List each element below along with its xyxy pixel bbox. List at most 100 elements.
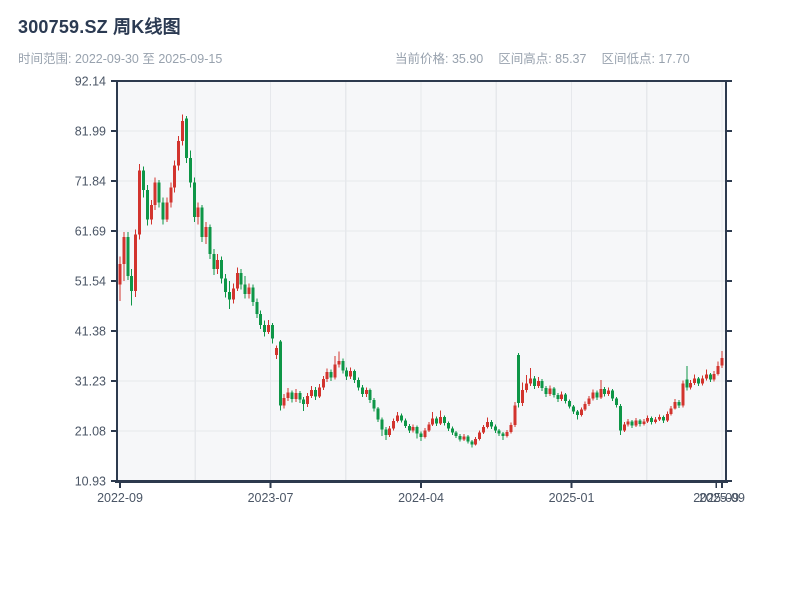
candle-body bbox=[599, 389, 603, 398]
candle-body bbox=[216, 259, 220, 269]
candle-body bbox=[310, 390, 314, 396]
candle bbox=[470, 439, 474, 448]
candle bbox=[525, 375, 529, 393]
candle-body bbox=[564, 394, 568, 401]
candle-body bbox=[372, 399, 376, 409]
candle-body bbox=[626, 421, 630, 425]
candle-body bbox=[685, 379, 689, 388]
y-axis-label: 61.69 bbox=[75, 224, 106, 238]
candle bbox=[212, 249, 216, 275]
candle bbox=[263, 320, 267, 337]
candle bbox=[122, 231, 126, 282]
candle bbox=[532, 376, 536, 390]
candle-body bbox=[646, 418, 650, 422]
candle-body bbox=[161, 202, 165, 220]
candle bbox=[282, 393, 286, 409]
candle-body bbox=[177, 140, 181, 166]
candle-body bbox=[716, 365, 720, 374]
candle bbox=[583, 401, 587, 412]
candle-body bbox=[556, 394, 560, 399]
candle-body bbox=[392, 421, 396, 429]
candle bbox=[169, 182, 173, 208]
candle bbox=[607, 387, 611, 396]
candle bbox=[446, 421, 450, 431]
candle-body bbox=[321, 379, 325, 388]
candle bbox=[267, 320, 271, 334]
candle bbox=[689, 380, 693, 390]
candle bbox=[513, 401, 517, 427]
range-low-label: 区间低点: 17.70 bbox=[601, 52, 690, 66]
candle-body bbox=[130, 276, 134, 292]
candle-body bbox=[376, 408, 380, 420]
candle-body bbox=[208, 226, 212, 255]
y-axis-label: 92.14 bbox=[75, 75, 106, 89]
candle bbox=[181, 114, 185, 146]
candle bbox=[720, 351, 724, 368]
candle-body bbox=[243, 284, 247, 294]
candle bbox=[349, 367, 353, 380]
candle bbox=[196, 202, 200, 225]
candle-body bbox=[364, 390, 368, 394]
candle bbox=[345, 367, 349, 381]
candle bbox=[697, 377, 701, 387]
candle-body bbox=[603, 389, 607, 394]
candle bbox=[611, 389, 615, 401]
candle-body bbox=[513, 405, 517, 425]
candle-body bbox=[290, 392, 294, 399]
candle bbox=[614, 396, 618, 408]
candle bbox=[634, 418, 638, 427]
candle-body bbox=[353, 370, 357, 381]
candle-body bbox=[302, 399, 306, 404]
candle-body bbox=[298, 392, 302, 400]
candle-body bbox=[517, 355, 521, 403]
candle-body bbox=[536, 381, 540, 387]
price-stats: 当前价格: 35.90 区间高点: 85.37 区间低点: 17.70 bbox=[395, 48, 690, 67]
candle-body bbox=[270, 325, 274, 339]
candle-body bbox=[200, 207, 204, 237]
candle-body bbox=[204, 226, 208, 237]
candle-body bbox=[595, 392, 599, 398]
candle bbox=[161, 197, 165, 225]
candle bbox=[149, 199, 153, 225]
candle-body bbox=[188, 158, 192, 183]
candle-body bbox=[568, 400, 572, 407]
candle bbox=[626, 419, 630, 427]
candle-body bbox=[525, 383, 529, 391]
candle-body bbox=[396, 415, 400, 422]
candle bbox=[388, 425, 392, 437]
candle bbox=[661, 415, 665, 424]
candle-body bbox=[368, 390, 372, 400]
candle bbox=[231, 283, 235, 304]
candle bbox=[673, 398, 677, 410]
candle-body bbox=[181, 121, 185, 141]
candle bbox=[384, 426, 388, 440]
candle bbox=[141, 166, 145, 198]
candle-body bbox=[693, 378, 697, 384]
candle-body bbox=[294, 392, 298, 399]
candle bbox=[321, 376, 325, 391]
candle-body bbox=[263, 325, 267, 332]
candle-body bbox=[532, 378, 536, 387]
candle bbox=[118, 256, 122, 301]
candle-body bbox=[145, 190, 149, 220]
candle-body bbox=[681, 383, 685, 406]
candle bbox=[638, 419, 642, 427]
candle-body bbox=[501, 433, 505, 436]
candle bbox=[431, 412, 435, 426]
candle-body bbox=[442, 417, 446, 424]
candle bbox=[130, 268, 134, 306]
candle bbox=[650, 416, 654, 425]
candle bbox=[294, 389, 298, 402]
candle bbox=[325, 368, 329, 383]
candle-body bbox=[493, 426, 497, 431]
candle-body bbox=[267, 325, 271, 332]
candle bbox=[665, 411, 669, 423]
candle bbox=[310, 386, 314, 398]
candle bbox=[188, 150, 192, 188]
candle bbox=[654, 417, 658, 424]
candle bbox=[274, 345, 278, 359]
candle-body bbox=[505, 431, 509, 436]
candle-body bbox=[235, 272, 239, 289]
candle bbox=[380, 417, 384, 436]
candle bbox=[396, 412, 400, 423]
